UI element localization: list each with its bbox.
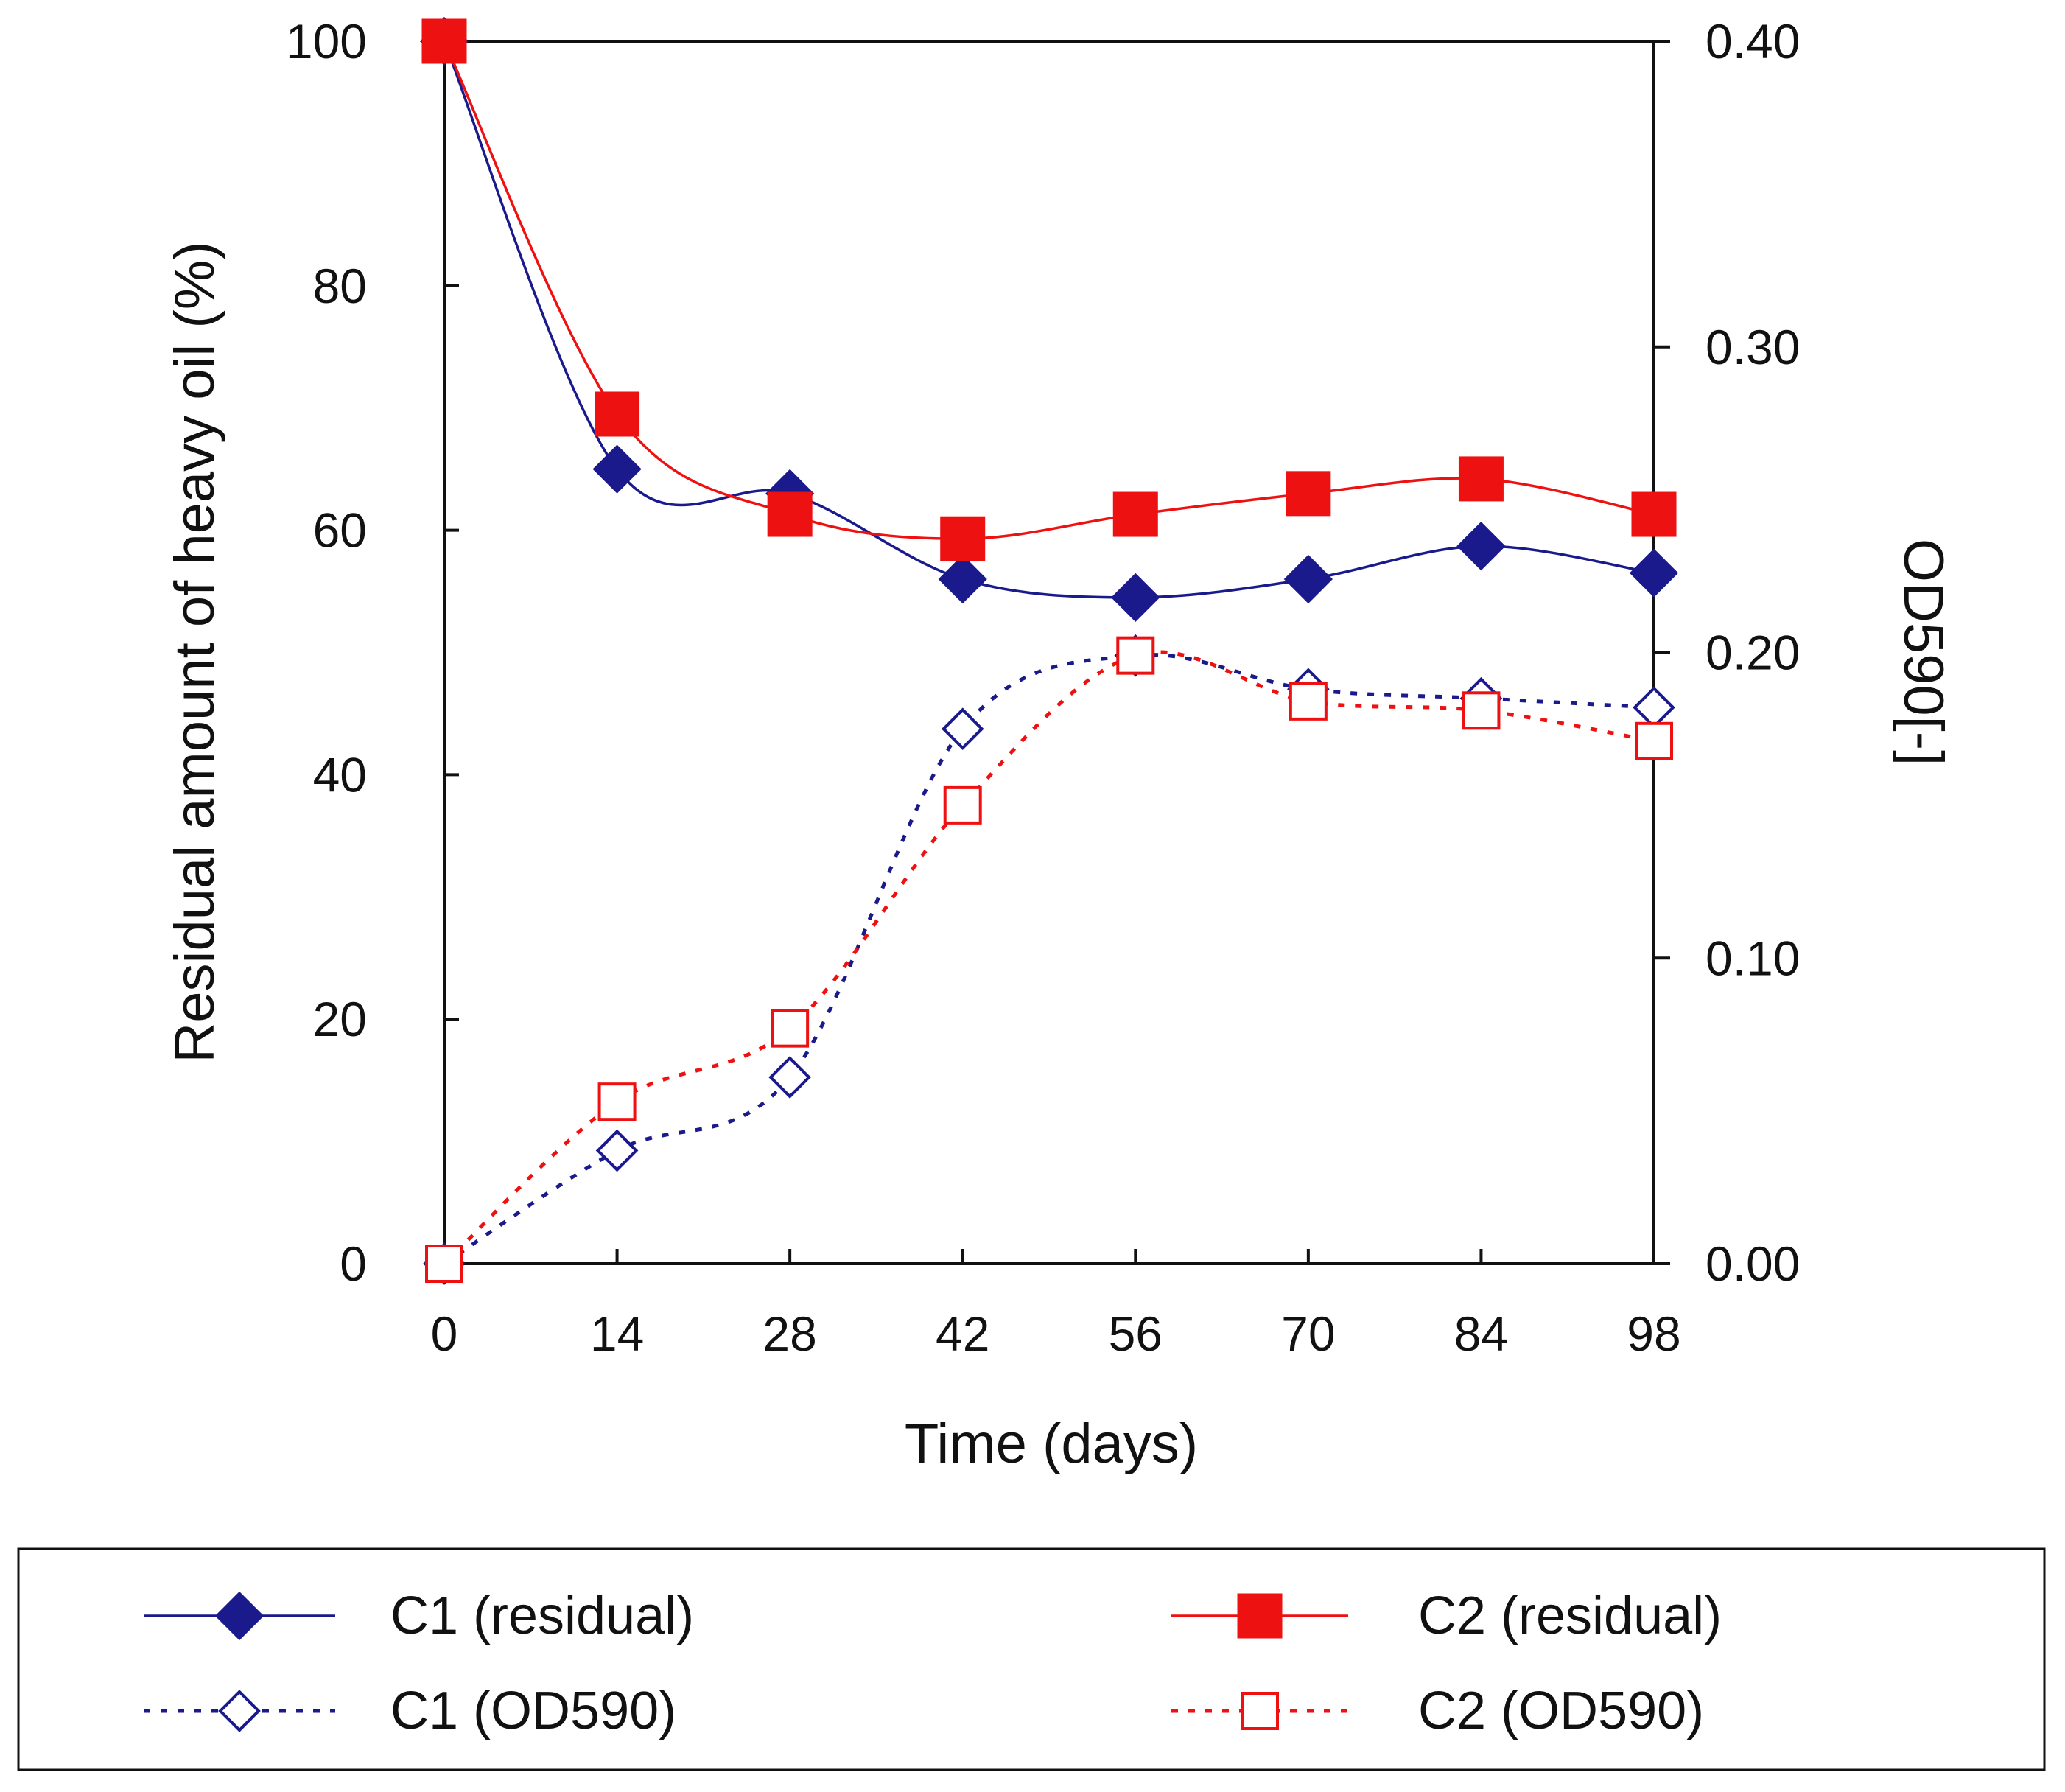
data-point bbox=[1456, 522, 1506, 571]
x-tick-label: 0 bbox=[431, 1306, 458, 1361]
y-tick-label: 20 bbox=[313, 992, 367, 1046]
x-tick-label: 84 bbox=[1454, 1306, 1508, 1361]
series-layer bbox=[419, 16, 1679, 1285]
legend-item-c2-residual: C2 (residual) bbox=[1171, 1586, 1722, 1645]
data-point bbox=[1116, 636, 1155, 675]
y-axis-left: 0 20 40 60 80 100 bbox=[286, 14, 459, 1291]
data-point bbox=[1286, 471, 1331, 517]
y2-tick-label: 0.20 bbox=[1705, 626, 1800, 680]
y-tick-label: 60 bbox=[313, 503, 367, 558]
series-line bbox=[443, 653, 1655, 1266]
data-point bbox=[595, 1129, 639, 1172]
data-point bbox=[425, 1245, 463, 1283]
data-point bbox=[1112, 491, 1158, 537]
legend-swatch-marker bbox=[1241, 1692, 1279, 1730]
data-point bbox=[943, 785, 982, 825]
x-tick-label: 42 bbox=[936, 1306, 989, 1361]
legend-label: C1 (residual) bbox=[390, 1586, 694, 1645]
y-axis-title: Residual amount of heavy oil (%) bbox=[164, 241, 226, 1063]
x-tick-label: 14 bbox=[590, 1306, 644, 1361]
series-c2-residual bbox=[421, 18, 1677, 561]
data-point bbox=[1283, 554, 1333, 604]
legend-item-c1-od590: C1 (OD590) bbox=[144, 1681, 676, 1740]
data-point bbox=[421, 18, 467, 64]
y-tick-label: 40 bbox=[313, 747, 367, 802]
data-point bbox=[1458, 456, 1504, 502]
y-tick-label: 0 bbox=[340, 1236, 367, 1291]
y2-axis-title: OD590[-] bbox=[1892, 539, 1954, 766]
legend: C1 (residual) C2 (residual) C1 (OD590) C2 (… bbox=[17, 1547, 2046, 1771]
legend-swatch-marker bbox=[218, 1690, 261, 1732]
data-point bbox=[1289, 682, 1328, 721]
y-tick-label: 100 bbox=[286, 14, 367, 69]
data-point bbox=[1629, 548, 1679, 598]
data-point bbox=[941, 707, 984, 751]
legend-label: C1 (OD590) bbox=[390, 1681, 676, 1740]
legend-box bbox=[17, 1547, 2046, 1771]
x-tick-label: 56 bbox=[1109, 1306, 1163, 1361]
legend-item-c1-residual: C1 (residual) bbox=[144, 1586, 694, 1645]
data-point bbox=[771, 1009, 810, 1048]
legend-label: C2 (residual) bbox=[1418, 1586, 1722, 1645]
series-c2-od590 bbox=[425, 636, 1673, 1283]
data-point bbox=[1631, 491, 1677, 537]
data-point bbox=[1462, 691, 1501, 730]
legend-swatch-marker bbox=[214, 1591, 264, 1641]
y2-tick-label: 0.10 bbox=[1705, 931, 1800, 985]
legend-swatch-marker bbox=[1237, 1593, 1283, 1639]
legend-label: C2 (OD590) bbox=[1418, 1681, 1704, 1740]
data-point bbox=[1635, 721, 1673, 760]
x-tick-label: 70 bbox=[1281, 1306, 1335, 1361]
data-point bbox=[940, 516, 986, 561]
data-point bbox=[767, 491, 813, 537]
data-point bbox=[768, 1056, 811, 1099]
x-axis-title: Time (days) bbox=[905, 1413, 1198, 1475]
x-axis: 0 14 28 42 56 70 84 98 bbox=[431, 1249, 1681, 1361]
y2-tick-label: 0.30 bbox=[1705, 320, 1800, 374]
y-axis-right: 0.00 0.10 0.20 0.30 0.40 bbox=[1654, 14, 1800, 1291]
x-tick-label: 28 bbox=[762, 1306, 816, 1361]
data-point bbox=[938, 554, 987, 604]
series-line bbox=[443, 41, 1655, 540]
y2-tick-label: 0.00 bbox=[1705, 1236, 1800, 1291]
data-point bbox=[1111, 573, 1160, 622]
data-point bbox=[597, 1082, 637, 1121]
y-tick-label: 80 bbox=[313, 259, 367, 313]
legend-item-c2-od590: C2 (OD590) bbox=[1171, 1681, 1704, 1740]
y2-tick-label: 0.40 bbox=[1705, 14, 1800, 69]
data-point bbox=[592, 444, 642, 494]
x-tick-label: 98 bbox=[1627, 1306, 1680, 1361]
data-point bbox=[595, 391, 640, 437]
plot-area bbox=[443, 40, 1655, 1265]
